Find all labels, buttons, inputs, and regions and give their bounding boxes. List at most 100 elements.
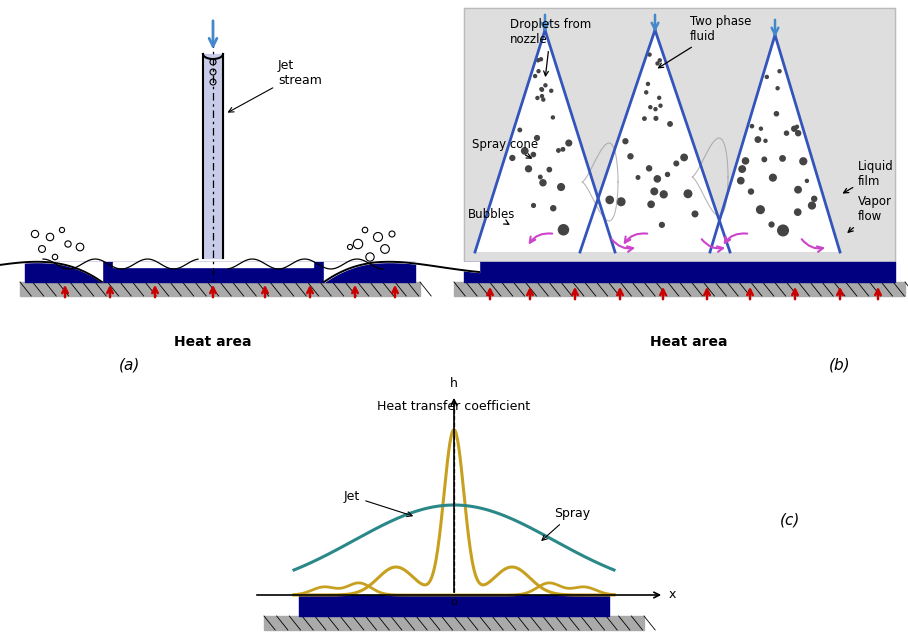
Text: Spray: Spray	[542, 507, 590, 540]
Bar	[464, 8, 895, 262]
Circle shape	[659, 104, 662, 107]
Bar	[464, 8, 895, 262]
Circle shape	[812, 196, 816, 201]
Circle shape	[557, 149, 560, 152]
Circle shape	[646, 82, 649, 86]
Bar	[264, 616, 644, 630]
Circle shape	[656, 62, 659, 65]
Circle shape	[535, 136, 539, 140]
Circle shape	[537, 59, 539, 62]
Text: Spray cone: Spray cone	[472, 138, 538, 158]
Circle shape	[526, 166, 531, 172]
Circle shape	[558, 224, 568, 235]
Circle shape	[654, 107, 657, 111]
Polygon shape	[580, 30, 730, 252]
Text: (b): (b)	[829, 358, 851, 373]
Circle shape	[674, 161, 678, 166]
Text: Jet: Jet	[344, 490, 412, 516]
Circle shape	[794, 186, 801, 193]
Bar	[454, 282, 905, 296]
Circle shape	[510, 156, 515, 160]
Text: Droplets from
nozzle: Droplets from nozzle	[510, 18, 591, 76]
Circle shape	[548, 167, 551, 172]
Bar	[113, 262, 313, 267]
Circle shape	[654, 116, 657, 120]
Circle shape	[785, 131, 788, 135]
Text: Bubbles: Bubbles	[468, 208, 516, 224]
Circle shape	[518, 128, 521, 132]
Circle shape	[537, 69, 540, 73]
Text: Heat area: Heat area	[650, 335, 727, 349]
Circle shape	[808, 202, 815, 209]
Circle shape	[794, 209, 801, 215]
Circle shape	[538, 176, 542, 179]
Circle shape	[540, 95, 544, 98]
Circle shape	[750, 125, 754, 128]
Circle shape	[795, 125, 798, 128]
Circle shape	[769, 174, 776, 181]
Circle shape	[765, 75, 768, 78]
Circle shape	[536, 96, 539, 100]
Text: x: x	[669, 588, 676, 601]
Circle shape	[540, 87, 543, 91]
Circle shape	[649, 105, 652, 109]
Circle shape	[692, 211, 697, 217]
Circle shape	[542, 98, 545, 101]
Circle shape	[743, 158, 748, 164]
Circle shape	[549, 89, 553, 92]
Text: (c): (c)	[780, 512, 800, 527]
Bar	[299, 595, 609, 616]
Circle shape	[606, 196, 614, 204]
Circle shape	[532, 204, 536, 207]
Bar	[203, 54, 223, 258]
Bar	[464, 262, 895, 282]
Circle shape	[521, 148, 528, 154]
Text: o: o	[450, 597, 458, 607]
Circle shape	[643, 117, 646, 120]
Circle shape	[658, 59, 661, 62]
Circle shape	[551, 206, 556, 211]
Text: Two phase
fluid: Two phase fluid	[658, 15, 752, 68]
Circle shape	[628, 154, 633, 159]
Circle shape	[617, 198, 625, 206]
Circle shape	[737, 177, 744, 184]
Circle shape	[666, 172, 669, 176]
Circle shape	[531, 152, 536, 157]
Circle shape	[775, 112, 778, 116]
Circle shape	[762, 157, 766, 161]
Circle shape	[778, 69, 781, 73]
Circle shape	[776, 87, 779, 90]
Text: Heat transfer coefficient: Heat transfer coefficient	[378, 400, 530, 413]
Text: Jet
stream: Jet stream	[229, 59, 321, 112]
Circle shape	[648, 201, 655, 208]
Bar	[20, 282, 420, 296]
Circle shape	[540, 88, 544, 91]
Circle shape	[667, 122, 672, 126]
Text: h: h	[450, 377, 458, 390]
Circle shape	[655, 176, 660, 182]
Circle shape	[778, 225, 788, 236]
Circle shape	[681, 154, 687, 161]
Circle shape	[748, 189, 754, 194]
Circle shape	[561, 148, 565, 151]
Circle shape	[792, 126, 796, 131]
Circle shape	[805, 179, 808, 183]
Circle shape	[637, 176, 640, 179]
Circle shape	[756, 206, 765, 213]
Circle shape	[558, 184, 565, 190]
Polygon shape	[710, 35, 840, 252]
Circle shape	[780, 156, 785, 161]
Circle shape	[755, 137, 761, 142]
Circle shape	[534, 75, 537, 78]
Circle shape	[544, 84, 547, 87]
Text: Liquid
film: Liquid film	[844, 160, 893, 193]
Circle shape	[648, 53, 651, 56]
Text: (a): (a)	[119, 358, 141, 373]
Circle shape	[646, 166, 652, 171]
Circle shape	[566, 140, 572, 146]
Bar	[25, 262, 415, 282]
Circle shape	[540, 180, 546, 186]
Circle shape	[800, 158, 806, 165]
Circle shape	[657, 96, 661, 99]
Circle shape	[795, 131, 801, 136]
